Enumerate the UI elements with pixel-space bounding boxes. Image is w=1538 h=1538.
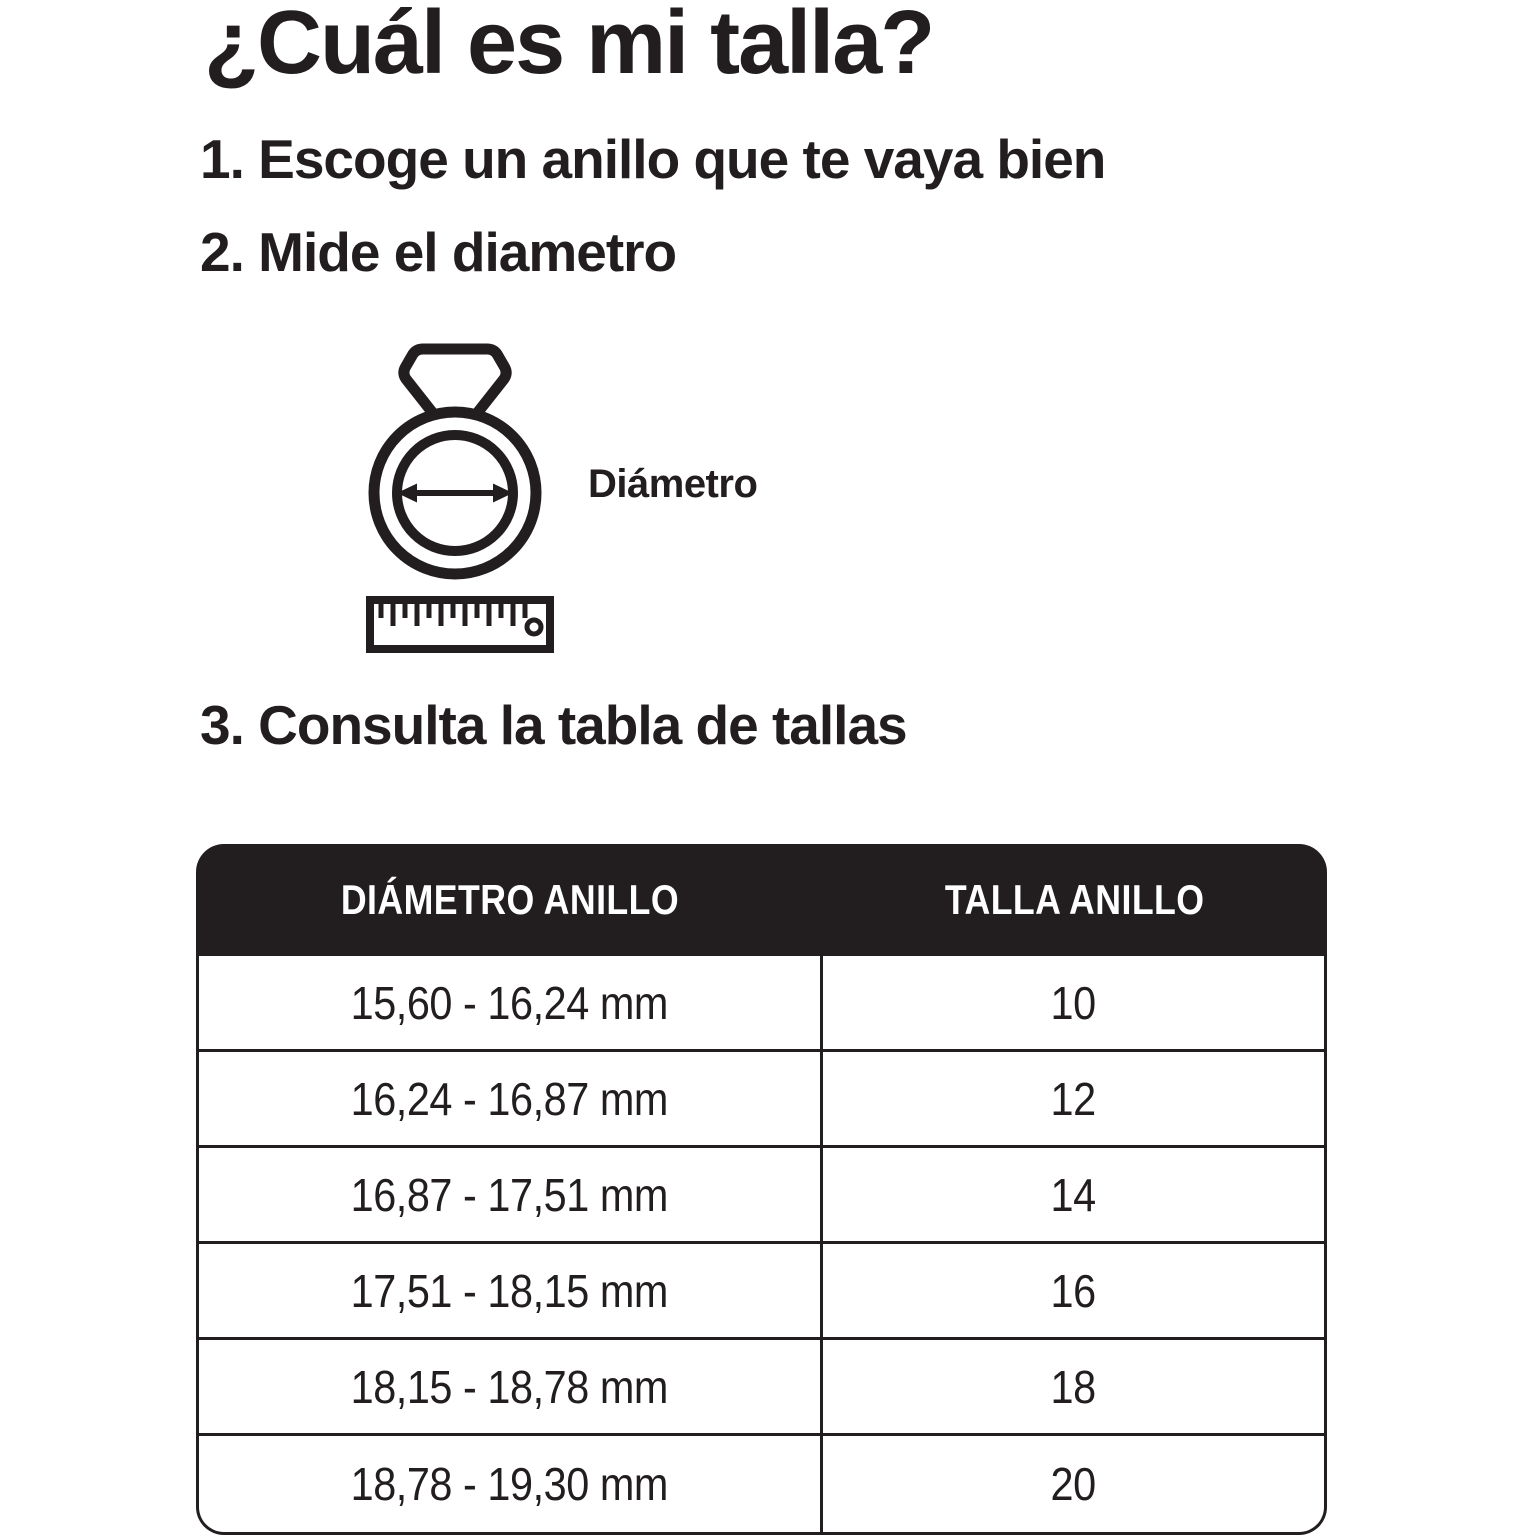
size-table-body: 15,60 - 16,24 mm 10 16,24 - 16,87 mm 12 … <box>196 956 1327 1535</box>
step-3-heading: 3. Consulta la tabla de tallas <box>200 694 908 756</box>
cell-size: 12 <box>1050 1072 1097 1125</box>
table-row: 18,15 - 18,78 mm 18 <box>199 1340 1324 1436</box>
table-row: 16,87 - 17,51 mm 14 <box>199 1148 1324 1244</box>
cell-diameter: 17,51 - 18,15 mm <box>199 1244 823 1337</box>
cell-size: 14 <box>1050 1168 1097 1221</box>
step-1-heading: 1. Escoge un anillo que te vaya bien <box>200 128 1106 190</box>
ring-diamond-icon <box>368 343 542 580</box>
step-2-heading: 2. Mide el diametro <box>200 221 677 283</box>
cell-diameter: 16,24 - 16,87 mm <box>199 1052 823 1145</box>
diameter-arrow-icon <box>397 483 513 503</box>
cell-size: 16 <box>1050 1264 1097 1317</box>
size-table-header: DIÁMETRO ANILLO TALLA ANILLO <box>196 844 1327 956</box>
table-row: 15,60 - 16,24 mm 10 <box>199 956 1324 1052</box>
cell-size: 10 <box>1050 976 1097 1029</box>
cell-size: 20 <box>1050 1458 1097 1510</box>
cell-diameter: 18,15 - 18,78 mm <box>199 1340 823 1433</box>
cell-size: 18 <box>1050 1360 1097 1413</box>
ruler-icon <box>366 596 554 653</box>
cell-diameter: 15,60 - 16,24 mm <box>199 956 823 1049</box>
table-row: 18,78 - 19,30 mm 20 <box>199 1436 1324 1532</box>
cell-diameter: 16,87 - 17,51 mm <box>199 1148 823 1241</box>
table-row: 16,24 - 16,87 mm 12 <box>199 1052 1324 1148</box>
size-table: DIÁMETRO ANILLO TALLA ANILLO 15,60 - 16,… <box>196 844 1327 1535</box>
cell-diameter: 18,78 - 19,30 mm <box>199 1436 823 1532</box>
table-row: 17,51 - 18,15 mm 16 <box>199 1244 1324 1340</box>
header-cell-size: TALLA ANILLO <box>945 876 1205 923</box>
page-title: ¿Cuál es mi talla? <box>204 0 935 93</box>
header-cell-diameter: DIÁMETRO ANILLO <box>340 876 679 923</box>
diameter-label: Diámetro <box>588 462 758 506</box>
